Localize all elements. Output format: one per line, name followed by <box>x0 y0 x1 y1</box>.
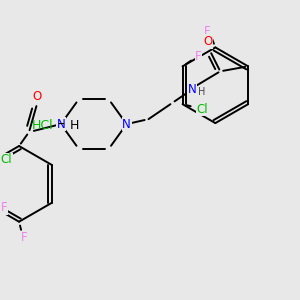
Text: F: F <box>1 201 8 214</box>
Text: –: – <box>58 118 64 132</box>
Text: F: F <box>204 25 211 38</box>
Text: H: H <box>198 87 205 97</box>
Text: Cl: Cl <box>0 154 12 166</box>
Text: Cl: Cl <box>197 103 208 116</box>
Text: O: O <box>204 35 213 48</box>
Text: F: F <box>21 231 27 244</box>
Text: N: N <box>56 118 65 130</box>
Text: H: H <box>70 118 80 132</box>
Text: O: O <box>32 90 42 103</box>
Text: N: N <box>188 83 197 96</box>
Text: N: N <box>122 118 131 130</box>
Text: F: F <box>195 50 202 63</box>
Text: HCl: HCl <box>32 118 54 132</box>
